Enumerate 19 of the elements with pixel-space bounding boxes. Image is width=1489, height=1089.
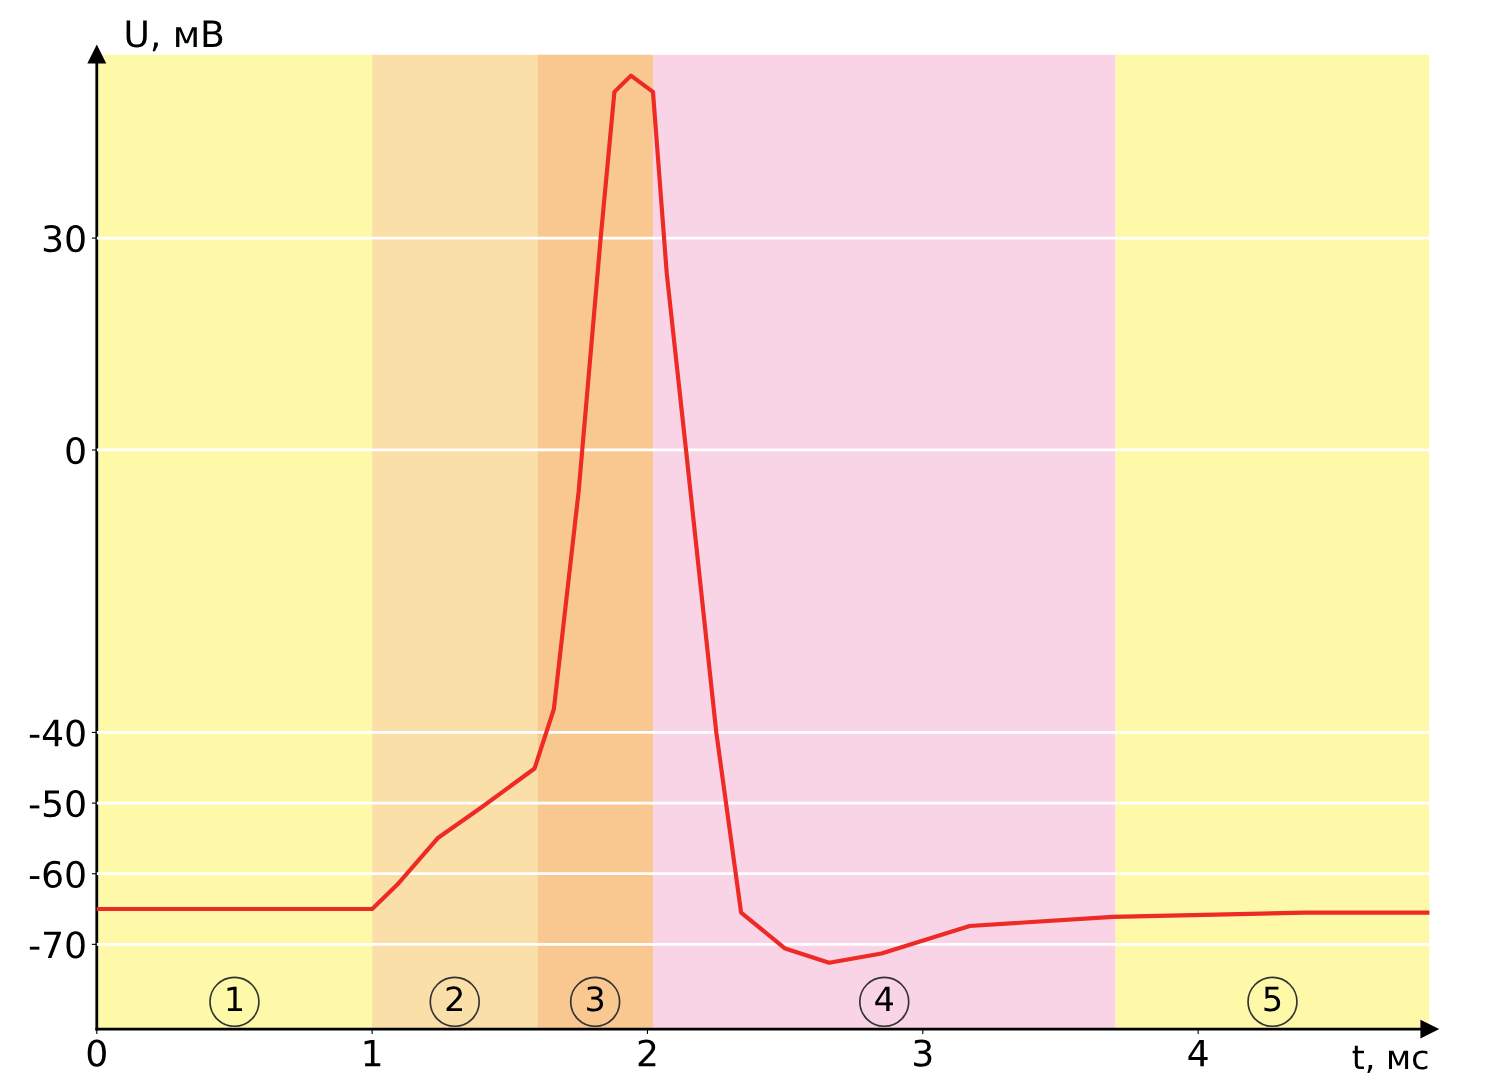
x-tick-label: 3 (914, 1039, 932, 1067)
y-tick-label: -70 (29, 931, 85, 959)
y-tick-label: -40 (29, 719, 85, 747)
band-label: 2 (446, 986, 462, 1012)
x-tick-label: 0 (87, 1039, 106, 1067)
y-axis-title: U, мВ (126, 20, 223, 52)
x-tick-label: 2 (638, 1039, 656, 1067)
x-axis-title: t, мс (1352, 1045, 1428, 1073)
y-tick-label: 30 (43, 225, 85, 253)
band-label: 3 (587, 986, 604, 1012)
line-series (96, 73, 1430, 965)
band-label: 4 (875, 986, 893, 1012)
y-tick-label: -50 (29, 790, 85, 818)
band-label: 5 (1264, 986, 1281, 1012)
x-tick-label: 4 (1188, 1039, 1208, 1067)
y-tick-label: -60 (29, 860, 85, 888)
band-label: 1 (227, 986, 242, 1012)
y-tick-label: 0 (66, 436, 85, 465)
x-tick-label: 1 (364, 1039, 381, 1067)
